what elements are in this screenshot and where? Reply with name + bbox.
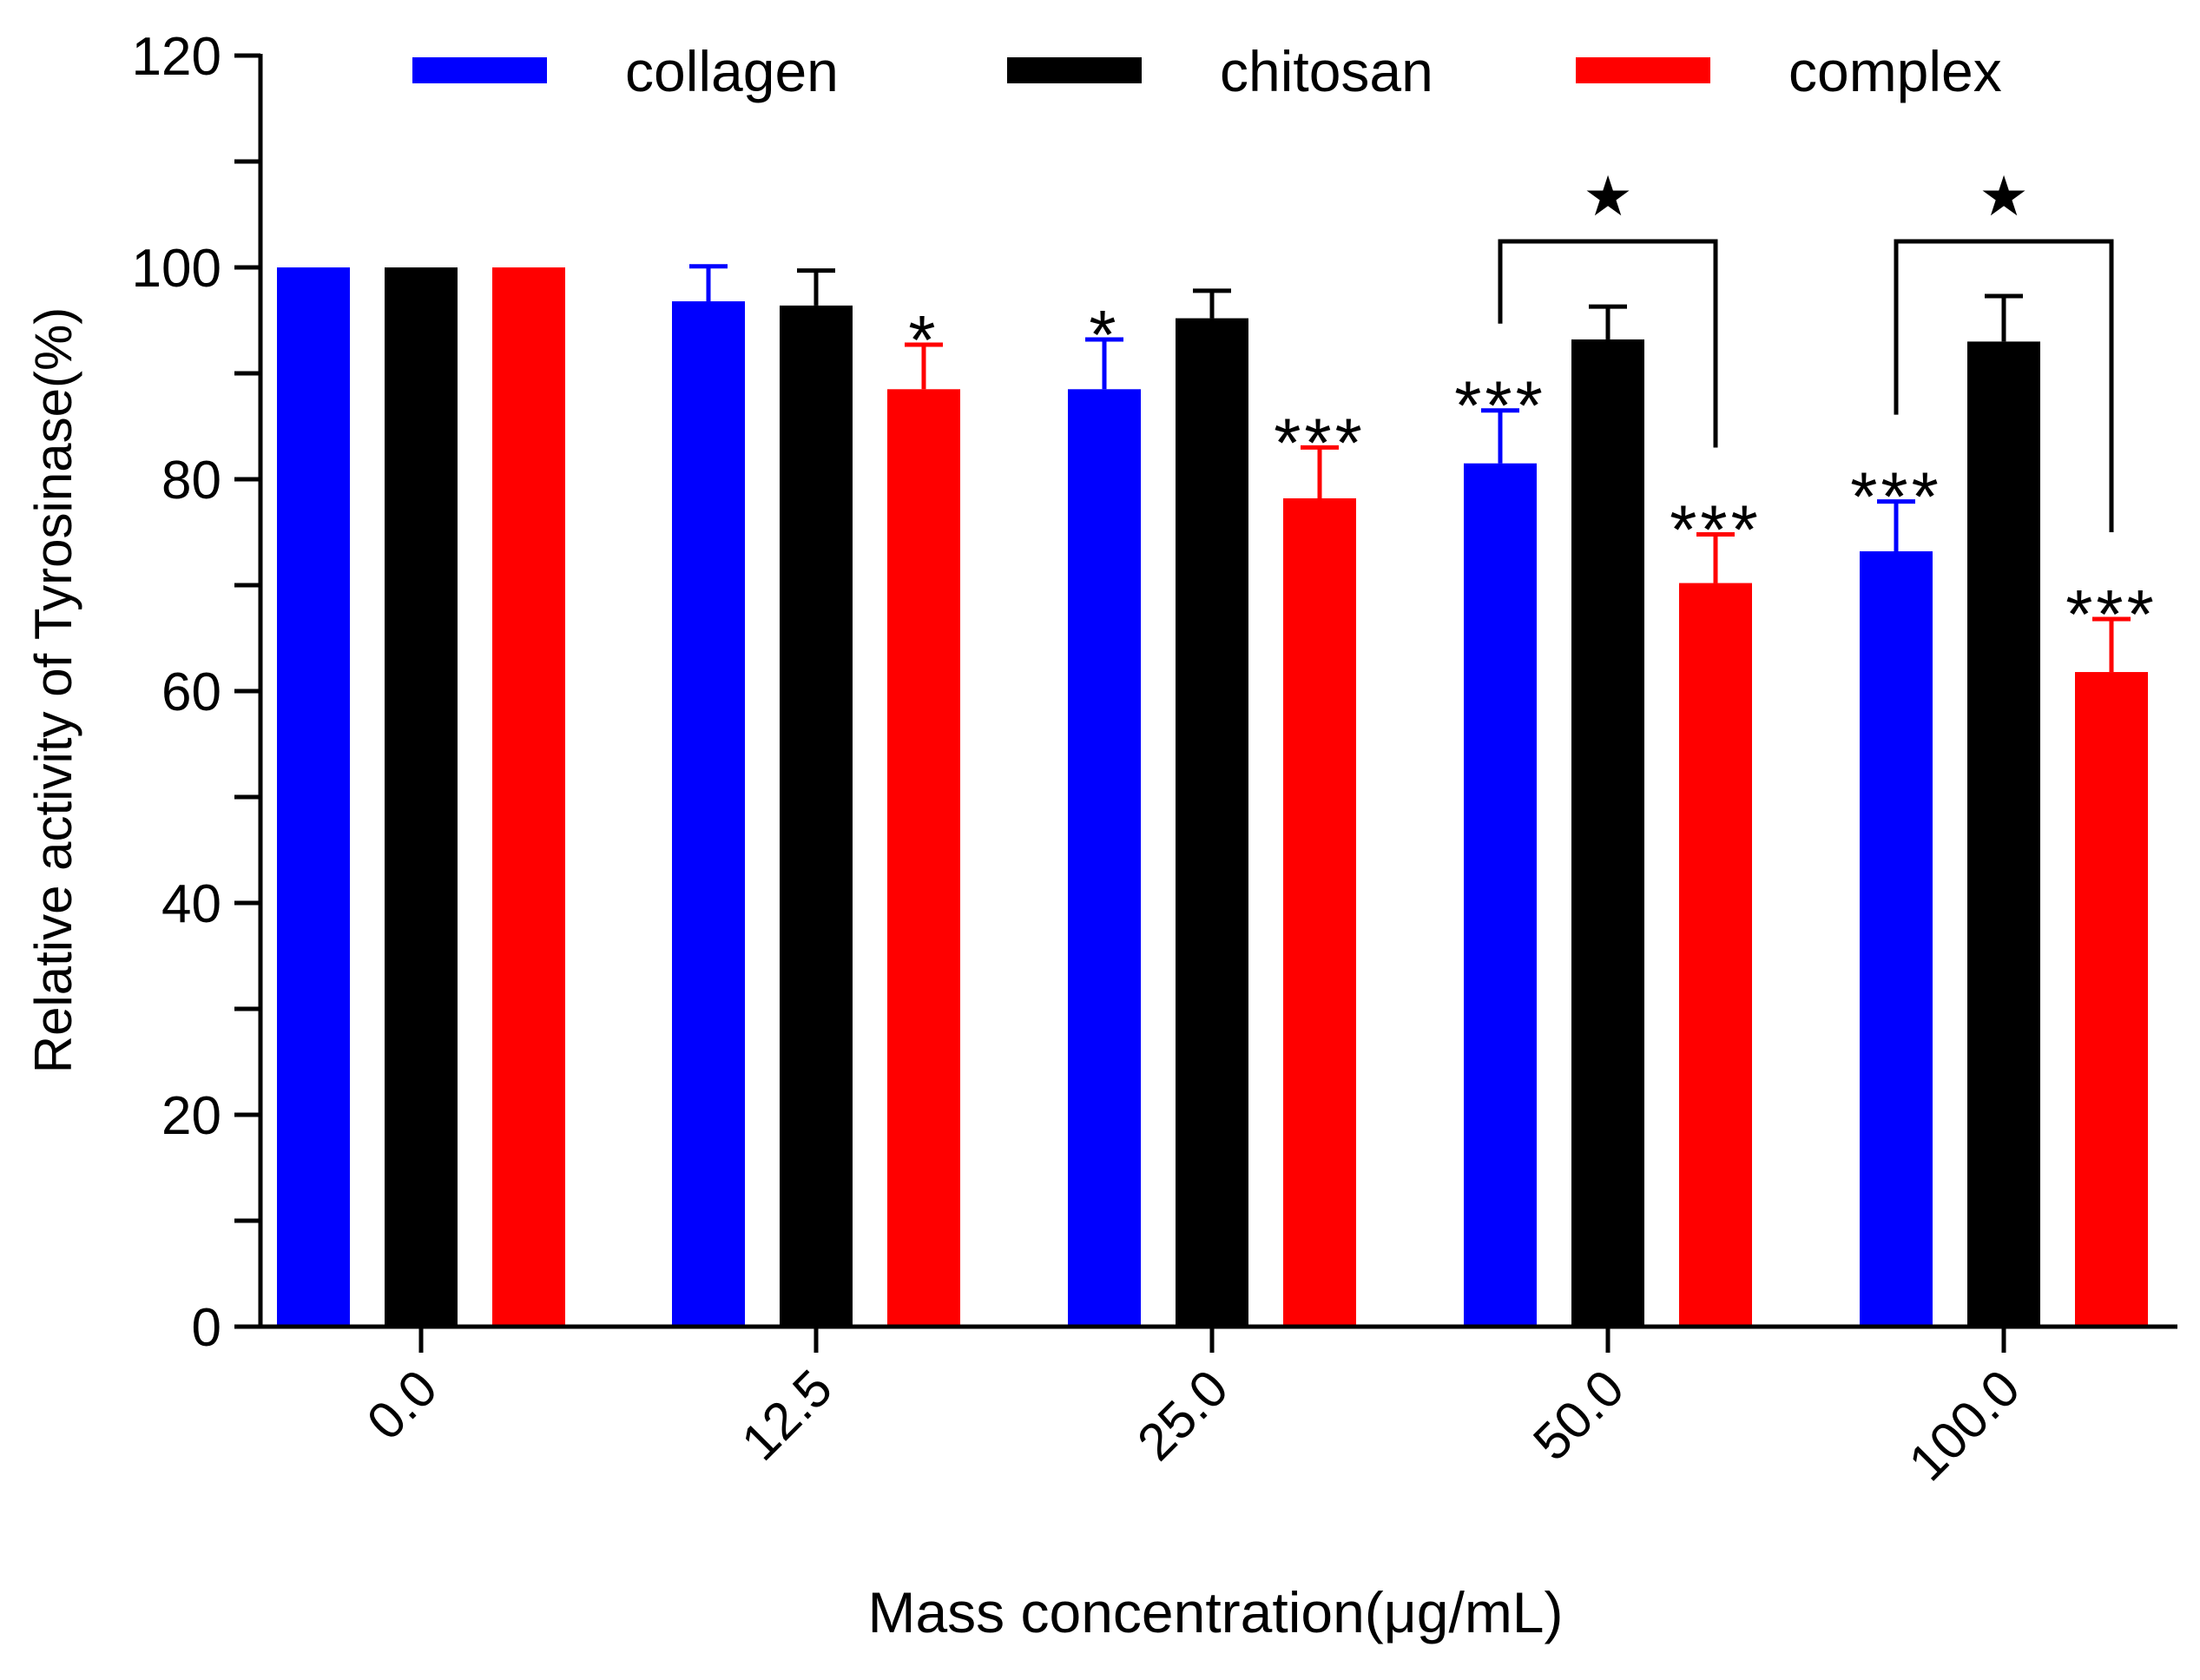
- y-axis-label: Relative activity of Tyrosinase(%): [24, 307, 82, 1074]
- x-ticks-layer: 0.0 12.5 25.0 50.0 100.0: [356, 1327, 2031, 1492]
- y-tick-label: 80: [161, 451, 221, 511]
- comparison-bracket-50-0: [1498, 239, 1718, 448]
- significance-mark: ***: [1670, 491, 1761, 568]
- y-tick-label: 20: [161, 1086, 221, 1146]
- bar-chitosan-12-5: [780, 305, 853, 1327]
- x-tick-label: 12.5: [730, 1359, 843, 1472]
- legend-label-chitosan: chitosan: [1220, 39, 1433, 103]
- bar-collagen-100-0: [1860, 550, 1933, 1327]
- significance-mark: *: [1089, 296, 1119, 373]
- y-tick-label: 40: [161, 874, 221, 934]
- bar-collagen-12-5: [672, 301, 745, 1327]
- significance-mark: *: [908, 301, 939, 379]
- comparison-star-label: ★: [1583, 165, 1632, 227]
- y-tick-label: 120: [132, 27, 221, 87]
- legend-swatch-complex: [1576, 57, 1710, 83]
- bar-complex-50-0: [1679, 583, 1752, 1327]
- legend-swatch-chitosan: [1007, 57, 1142, 83]
- x-tick-label: 100.0: [1898, 1359, 2032, 1492]
- bar-chitosan-0-0: [385, 267, 458, 1327]
- y-tick-label: 100: [132, 239, 221, 299]
- bar-complex-25-0: [1283, 497, 1356, 1327]
- y-tick-label: 60: [161, 662, 221, 722]
- comparison-star-label: ★: [1979, 165, 2028, 227]
- bar-collagen-50-0: [1464, 463, 1537, 1327]
- legend-label-complex: complex: [1788, 39, 2002, 103]
- bars-layer: [277, 267, 2148, 1328]
- y-ticks-layer: 0 20 40 60 80 100 120: [132, 27, 260, 1358]
- legend-label-collagen: collagen: [625, 39, 839, 103]
- bar-complex-100-0: [2075, 672, 2148, 1327]
- significance-mark: ***: [1454, 367, 1545, 445]
- x-axis-label: Mass concentration(μg/mL): [868, 1580, 1564, 1644]
- error-bars-layer: [689, 264, 2131, 673]
- comparison-bracket-100-0: [1894, 239, 2114, 533]
- significance-mark: ***: [2065, 576, 2157, 653]
- bar-chitosan-50-0: [1571, 339, 1644, 1328]
- legend: collagen chitosan complex: [412, 39, 2002, 103]
- bar-collagen-25-0: [1068, 389, 1141, 1327]
- x-tick-label: 25.0: [1126, 1359, 1239, 1472]
- bar-complex-0-0: [492, 267, 565, 1327]
- bar-chitosan-25-0: [1176, 318, 1248, 1327]
- significance-mark: ***: [1850, 458, 1941, 536]
- bar-collagen-0-0: [277, 267, 350, 1327]
- legend-swatch-collagen: [412, 57, 547, 83]
- x-tick-label: 50.0: [1522, 1359, 1635, 1472]
- significance-mark: ***: [1274, 404, 1365, 481]
- y-tick-label: 0: [192, 1298, 221, 1358]
- x-tick-label: 0.0: [356, 1359, 448, 1451]
- bar-complex-12-5: [887, 389, 960, 1327]
- bar-chitosan-100-0: [1967, 341, 2040, 1327]
- annotations-layer: * **** ****** ******★ ★: [908, 165, 2157, 653]
